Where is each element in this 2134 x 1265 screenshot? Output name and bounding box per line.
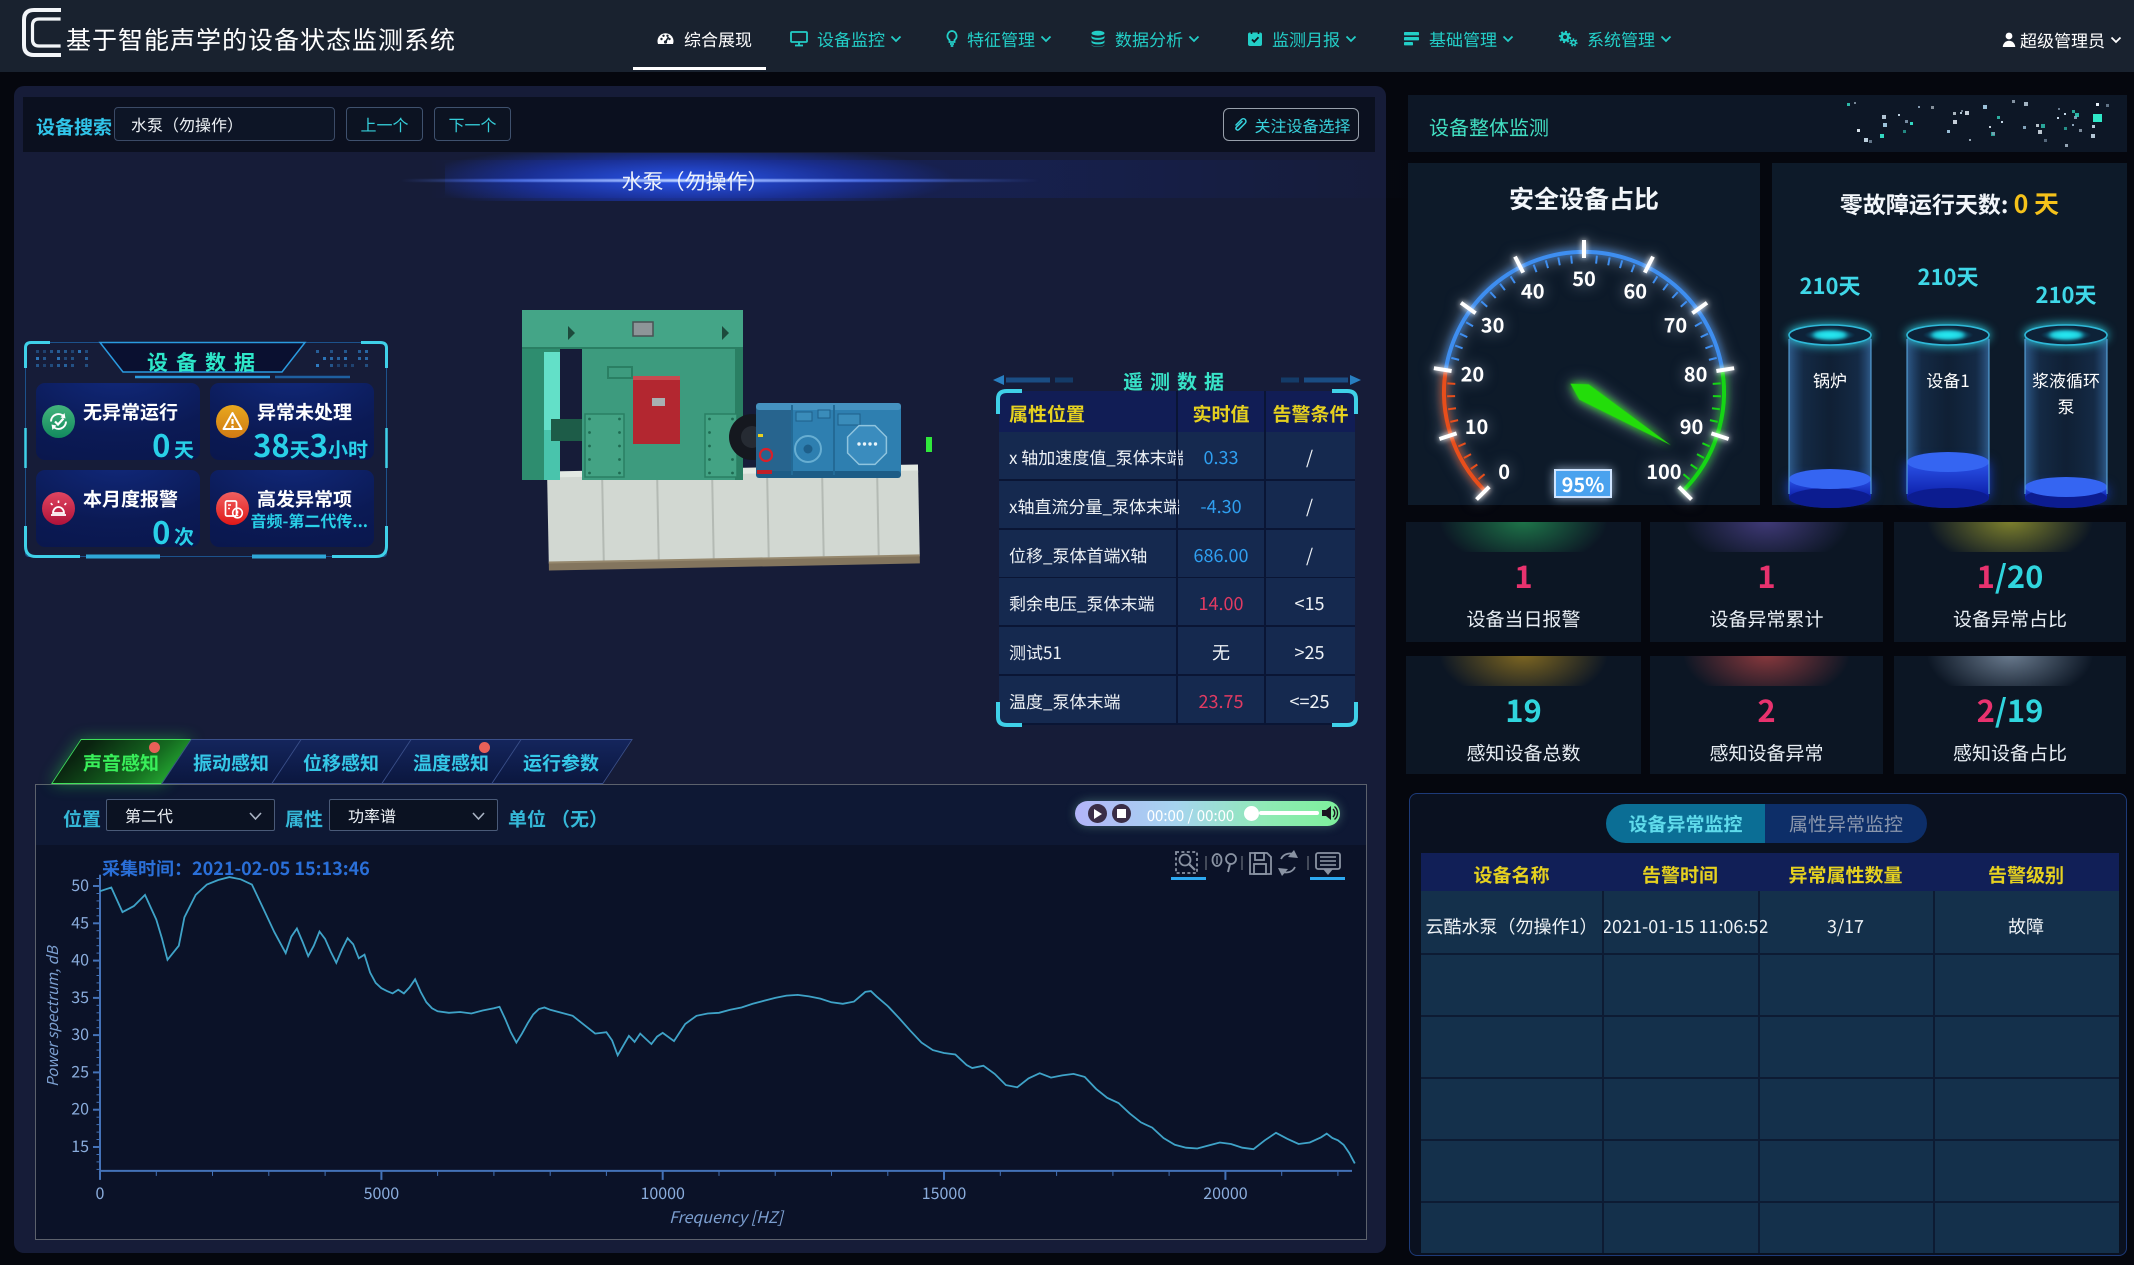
svg-text:Frequency [HZ]: Frequency [HZ]: [669, 1204, 784, 1228]
svg-text:20000: 20000: [1203, 1180, 1248, 1204]
svg-text:10000: 10000: [640, 1180, 685, 1204]
svg-text:5000: 5000: [364, 1180, 400, 1204]
svg-text:20: 20: [1461, 358, 1485, 387]
svg-text:0: 0: [96, 1180, 105, 1204]
svg-text:30: 30: [1481, 310, 1505, 339]
svg-text:15000: 15000: [922, 1180, 967, 1204]
svg-text:45: 45: [71, 909, 89, 933]
svg-text:Power spectrum, dB: Power spectrum, dB: [42, 945, 63, 1087]
svg-text:40: 40: [1521, 275, 1545, 304]
svg-text:50: 50: [1572, 263, 1596, 292]
svg-text:10: 10: [1465, 411, 1489, 440]
svg-text:20: 20: [71, 1096, 89, 1120]
svg-text:70: 70: [1664, 310, 1688, 339]
svg-text:60: 60: [1623, 275, 1647, 304]
svg-text:50: 50: [71, 872, 89, 896]
svg-text:80: 80: [1684, 358, 1708, 387]
svg-text:25: 25: [71, 1058, 89, 1082]
svg-text:30: 30: [71, 1021, 89, 1045]
svg-text:0: 0: [1498, 456, 1510, 485]
svg-text:40: 40: [71, 947, 89, 971]
svg-text:15: 15: [71, 1133, 89, 1157]
svg-text:100: 100: [1646, 456, 1681, 485]
svg-text:90: 90: [1680, 411, 1704, 440]
svg-text:35: 35: [71, 984, 89, 1008]
